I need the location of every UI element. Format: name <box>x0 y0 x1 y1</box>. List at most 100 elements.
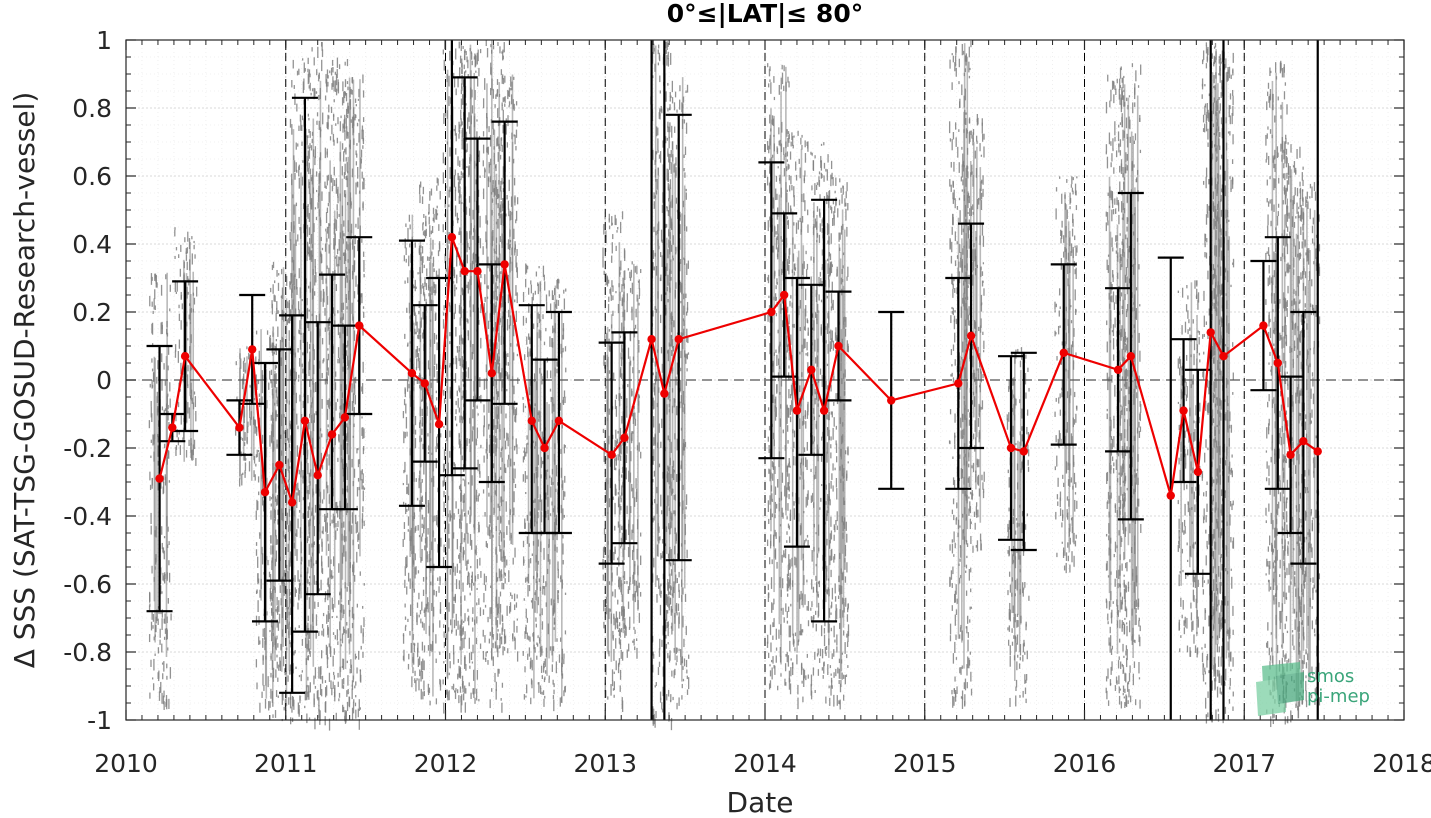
scatter-point <box>148 605 151 611</box>
scatter-point <box>405 557 407 567</box>
scatter-point <box>413 588 415 593</box>
scatter-point <box>655 682 657 687</box>
scatter-point <box>256 380 258 391</box>
scatter-point <box>363 520 365 527</box>
scatter-point <box>472 607 474 614</box>
scatter-point <box>479 238 482 249</box>
scatter-point <box>513 507 515 516</box>
scatter-point <box>443 490 445 498</box>
scatter-point <box>326 358 328 371</box>
scatter-point <box>669 591 671 595</box>
scatter-point <box>618 468 620 476</box>
scatter-point <box>336 248 339 255</box>
scatter-point <box>255 426 258 432</box>
scatter-point <box>451 686 453 690</box>
scatter-point <box>454 416 457 421</box>
scatter-point <box>288 697 290 705</box>
scatter-point <box>152 625 154 629</box>
scatter-point <box>564 630 567 635</box>
scatter-point <box>276 439 278 449</box>
scatter-point <box>455 133 457 142</box>
scatter-point <box>626 300 628 312</box>
scatter-point <box>529 378 531 387</box>
scatter-point <box>149 383 151 388</box>
scatter-point <box>258 452 260 462</box>
scatter-point <box>439 602 442 614</box>
scatter-point <box>541 608 543 616</box>
scatter-point <box>343 190 346 197</box>
scatter-point <box>437 250 440 257</box>
scatter-point <box>329 136 332 141</box>
scatter-point <box>328 613 330 620</box>
scatter-point <box>335 371 337 377</box>
scatter-point <box>456 274 458 284</box>
scatter-point <box>548 678 550 683</box>
scatter-point <box>494 475 497 482</box>
scatter-point <box>413 644 416 653</box>
scatter-point <box>659 536 661 541</box>
scatter-point <box>666 621 669 628</box>
scatter-point <box>626 398 628 408</box>
scatter-point <box>450 619 452 626</box>
scatter-point <box>420 688 422 700</box>
scatter-point <box>419 406 421 417</box>
scatter-point <box>502 97 504 103</box>
scatter-point <box>356 448 358 454</box>
scatter-point <box>409 630 411 636</box>
scatter-point <box>324 597 326 603</box>
scatter-point <box>563 298 566 310</box>
scatter-point <box>332 307 335 314</box>
scatter-point <box>530 284 533 294</box>
scatter-point <box>344 91 347 95</box>
scatter-point <box>484 296 486 303</box>
scatter-point <box>443 624 445 628</box>
scatter-point <box>464 613 466 622</box>
scatter-point <box>484 167 486 178</box>
scatter-point <box>463 50 466 60</box>
scatter-point <box>621 651 624 661</box>
scatter-point <box>462 308 465 321</box>
scatter-point <box>301 176 304 186</box>
scatter-point <box>476 587 478 591</box>
scatter-point <box>361 386 363 392</box>
scatter-point <box>620 444 622 455</box>
scatter-point <box>345 384 347 390</box>
scatter-point <box>361 238 363 243</box>
scatter-point <box>276 494 279 505</box>
scatter-point <box>363 428 365 439</box>
scatter-point <box>437 517 439 528</box>
scatter-point <box>494 305 497 313</box>
scatter-point <box>432 207 435 214</box>
scatter-point <box>258 393 261 397</box>
scatter-point <box>193 439 196 450</box>
scatter-point <box>621 594 623 603</box>
scatter-point <box>442 172 445 184</box>
scatter-point <box>455 688 457 692</box>
scatter-point <box>160 478 162 489</box>
scatter-point <box>427 683 429 693</box>
scatter-streak <box>280 294 283 672</box>
scatter-point <box>161 324 163 335</box>
scatter-point <box>254 422 256 434</box>
scatter-point <box>407 227 409 240</box>
scatter-point <box>482 650 485 660</box>
scatter-point <box>652 479 654 483</box>
scatter-point <box>514 468 516 479</box>
scatter-point <box>402 538 404 547</box>
scatter-point <box>288 631 290 639</box>
scatter-point <box>531 296 533 305</box>
scatter-point <box>502 188 505 193</box>
scatter-point <box>633 626 635 630</box>
scatter-point <box>462 94 464 105</box>
scatter-point <box>605 604 608 615</box>
scatter-point <box>459 552 461 564</box>
scatter-point <box>498 645 500 649</box>
scatter-point <box>496 577 499 582</box>
scatter-point <box>488 638 491 644</box>
scatter-point <box>662 551 664 559</box>
scatter-point <box>249 384 251 388</box>
scatter-point <box>406 586 408 595</box>
scatter-point <box>495 388 498 395</box>
scatter-point <box>667 58 670 67</box>
scatter-point <box>335 80 337 92</box>
